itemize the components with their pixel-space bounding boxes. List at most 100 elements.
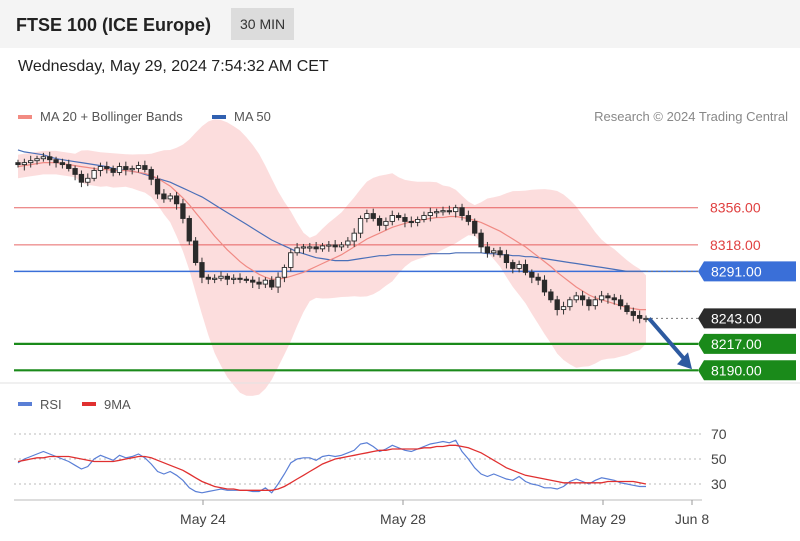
- x-tick-label-2: May 29: [580, 511, 626, 527]
- candle-body-86: [560, 306, 567, 311]
- candle-74: [484, 241, 491, 258]
- candle-86: [560, 301, 567, 315]
- candle-90: [586, 296, 592, 311]
- candle-44: [294, 242, 300, 256]
- x-tick-label-3: Jun 8: [675, 511, 709, 527]
- chart-header: FTSE 100 (ICE Europe) 30 MIN: [0, 0, 800, 48]
- candle-body-76: [497, 250, 503, 256]
- candle-58: [383, 217, 389, 231]
- legend-ma50-label: MA 50: [234, 109, 271, 124]
- candle-body-1: [21, 162, 27, 166]
- candle-91: [592, 295, 598, 310]
- candle-body-56: [370, 213, 376, 219]
- candle-body-10: [78, 173, 85, 183]
- candle-body-34: [231, 277, 237, 280]
- rsi-legend-swatch-1: [82, 402, 96, 406]
- candle-25: [173, 192, 180, 210]
- candle-16: [116, 162, 123, 176]
- candle-62: [408, 216, 414, 228]
- candle-49: [326, 241, 332, 252]
- candle-21: [148, 166, 154, 186]
- candle-46: [307, 242, 313, 252]
- candle-body-46: [307, 246, 313, 249]
- candle-57: [376, 215, 383, 232]
- rsi-legend-swatch-0: [18, 402, 32, 406]
- candle-body-17: [123, 166, 129, 170]
- candle-69: [453, 204, 459, 218]
- rsi-legend-label-1: 9MA: [104, 397, 131, 412]
- candle-30: [205, 274, 211, 285]
- candle-85: [554, 295, 560, 316]
- candle-88: [573, 291, 579, 303]
- candle-60: [395, 212, 402, 221]
- projection-arrow-line: [647, 317, 690, 365]
- candle-40: [269, 276, 275, 290]
- candle-3: [34, 155, 40, 165]
- candle-body-95: [617, 299, 624, 307]
- candle-body-53: [351, 232, 357, 242]
- candle-42: [281, 264, 288, 283]
- candle-body-3: [34, 158, 40, 162]
- candle-body-97: [630, 311, 636, 316]
- candle-98: [637, 310, 643, 324]
- candle-body-61: [402, 217, 408, 222]
- rsi-legend-label-0: RSI: [40, 397, 62, 412]
- candle-body-36: [243, 278, 250, 281]
- candle-body-80: [522, 264, 529, 273]
- candle-70: [459, 203, 465, 221]
- projection-arrow-head: [677, 352, 692, 370]
- candle-78: [510, 259, 516, 274]
- level-label-1: 8318.00: [710, 237, 761, 253]
- candle-body-67: [440, 210, 446, 213]
- candle-body-45: [300, 246, 307, 249]
- legend-ma50: MA 50: [212, 109, 271, 124]
- candle-body-78: [510, 262, 516, 269]
- level-tag-4: [698, 333, 796, 354]
- candle-0: [15, 159, 21, 168]
- candle-79: [516, 260, 522, 273]
- rsi-ma9-line: [17, 444, 647, 491]
- candle-body-72: [472, 220, 478, 234]
- candle-52: [345, 237, 351, 248]
- candle-body-27: [186, 218, 192, 242]
- candle-body-20: [142, 165, 148, 170]
- candle-22: [154, 175, 161, 199]
- candle-body-2: [28, 160, 34, 164]
- level-tag-5: [698, 360, 796, 381]
- candle-body-31: [211, 277, 218, 280]
- candle-body-64: [421, 215, 427, 220]
- candle-body-75: [491, 250, 497, 254]
- candle-63: [414, 216, 421, 227]
- candle-body-15: [110, 168, 116, 173]
- level-label-5: 8190.00: [711, 362, 762, 378]
- candle-64: [421, 211, 427, 223]
- candle-body-18: [129, 168, 135, 171]
- candle-28: [192, 237, 199, 266]
- candle-body-73: [478, 232, 484, 248]
- candle-body-85: [554, 299, 560, 311]
- candle-body-38: [256, 281, 262, 285]
- candle-body-68: [446, 210, 453, 213]
- level-label-3: 8243.00: [711, 310, 762, 326]
- candle-body-54: [357, 218, 364, 234]
- candle-83: [541, 275, 548, 296]
- candle-37: [250, 276, 256, 289]
- candle-72: [472, 218, 478, 237]
- candle-33: [224, 273, 230, 286]
- candle-body-48: [319, 245, 326, 250]
- candle-body-62: [408, 220, 414, 224]
- candle-body-91: [592, 299, 598, 307]
- candle-body-57: [376, 218, 383, 226]
- timeframe-button[interactable]: 30 MIN: [231, 8, 295, 40]
- chart-datetime: Wednesday, May 29, 2024 7:54:32 AM CET: [18, 58, 329, 75]
- candle-82: [535, 273, 541, 286]
- candle-65: [427, 207, 433, 222]
- level-label-2: 8291.00: [711, 263, 762, 279]
- candle-9: [72, 165, 78, 181]
- candle-body-22: [154, 178, 161, 195]
- candle-41: [275, 272, 281, 293]
- candle-17: [123, 161, 129, 176]
- candle-body-47: [313, 246, 319, 250]
- candle-68: [446, 205, 453, 215]
